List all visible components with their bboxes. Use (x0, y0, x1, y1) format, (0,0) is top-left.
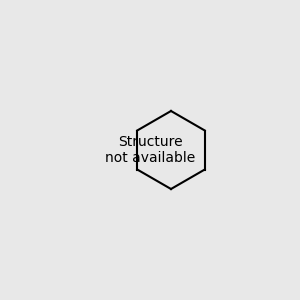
Text: Structure
not available: Structure not available (105, 135, 195, 165)
